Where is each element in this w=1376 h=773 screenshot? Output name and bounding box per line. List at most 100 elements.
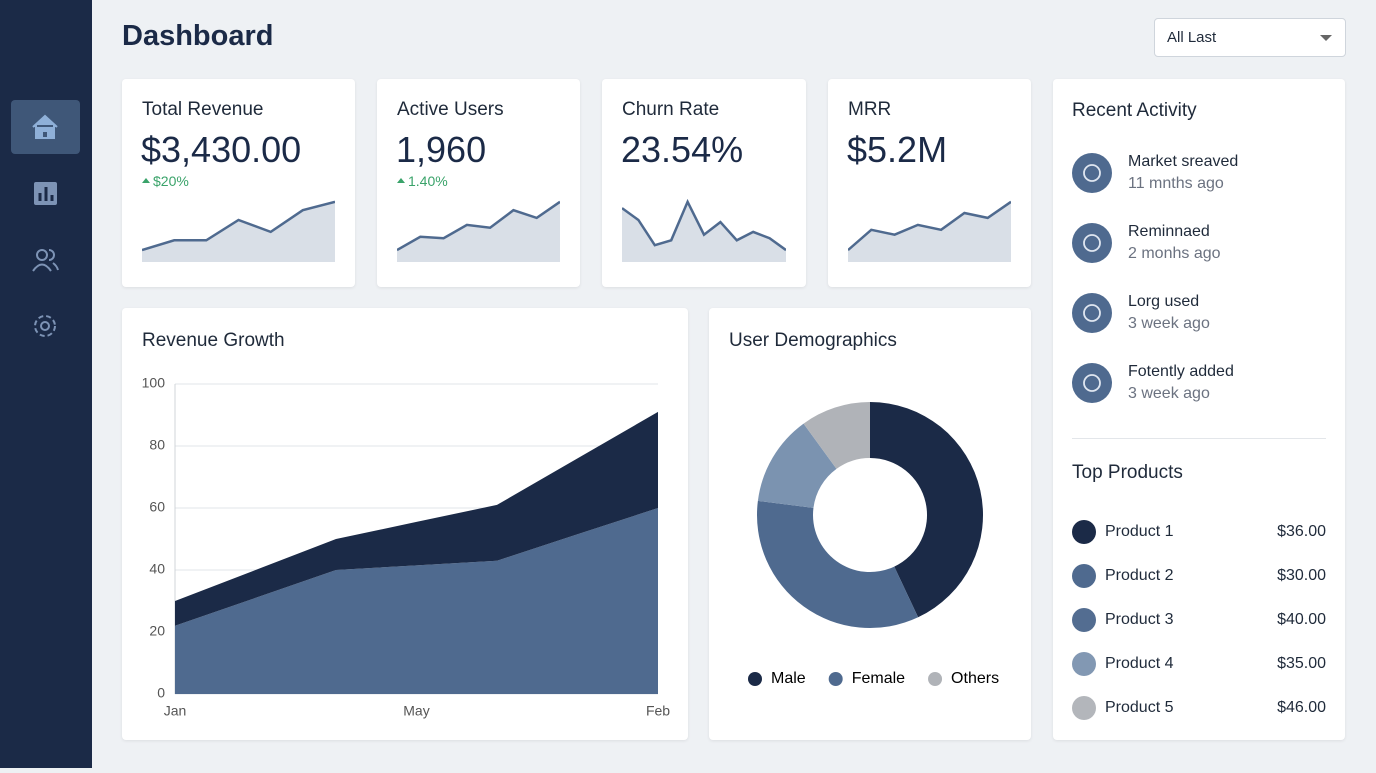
y-tick-label: 40 <box>149 561 165 577</box>
chart-title: User Demographics <box>729 330 897 351</box>
demographics-card: User Demographics Male Female Others <box>709 308 1031 740</box>
kpi-card: MRR $5.2M <box>828 79 1031 287</box>
icon-glyph <box>1083 234 1101 252</box>
sparkline-line <box>397 200 560 252</box>
activity-time: 11 mnths ago <box>1128 175 1224 192</box>
activity-icon <box>1072 363 1112 403</box>
product-dot <box>1072 564 1096 588</box>
icon-circle <box>1072 293 1112 333</box>
sparkline <box>622 198 786 262</box>
product-price: $40.00 <box>1277 611 1326 628</box>
kpi-value: 23.54% <box>621 129 744 170</box>
kpi-card: Total Revenue $3,430.00 $20% <box>122 79 355 287</box>
icon-circle <box>1072 153 1112 193</box>
activity-icon <box>1072 293 1112 333</box>
donut-slice <box>756 500 919 629</box>
product-name: Product 3 <box>1105 611 1174 628</box>
y-tick-label: 20 <box>149 623 165 639</box>
revenue-card: Revenue Growth 0 20 40 60 80 100 Jan May Feb <box>122 308 688 740</box>
sparkline <box>848 200 1011 262</box>
activity-time: 2 monhs ago <box>1128 245 1221 262</box>
page-title: Dashboard <box>122 20 274 52</box>
donut-slice <box>870 402 984 618</box>
settings-icon[interactable] <box>34 315 56 337</box>
sparkline-line <box>622 198 786 252</box>
kpi-value: $5.2M <box>847 129 948 170</box>
legend-marker <box>928 672 943 686</box>
sparkline-line <box>142 200 335 252</box>
kpi-title: Total Revenue <box>142 99 264 120</box>
y-tick-label: 0 <box>157 685 165 701</box>
y-tick-label: 60 <box>149 499 165 515</box>
chart-icon-bars <box>38 187 54 201</box>
product-name: Product 2 <box>1105 567 1174 584</box>
kpi-card: Churn Rate 23.54% <box>602 79 806 287</box>
icon-glyph <box>1083 374 1101 392</box>
kpi-title: Churn Rate <box>622 99 720 120</box>
divider <box>1072 438 1326 439</box>
donut-slice <box>757 423 837 508</box>
area <box>175 508 658 694</box>
product-price: $35.00 <box>1277 655 1326 672</box>
activity-time: 3 week ago <box>1128 315 1210 332</box>
users-icon[interactable] <box>32 249 59 272</box>
sparkline-area <box>142 201 335 262</box>
sparkline-area <box>622 201 786 262</box>
product-dot <box>1072 520 1096 544</box>
kpi-change: $20% <box>153 173 189 189</box>
kpi-card: Active Users 1,960 1.40% <box>377 79 580 287</box>
icon-circle <box>1072 223 1112 263</box>
up-arrow <box>397 178 405 183</box>
caret <box>1320 35 1332 41</box>
product-name: Product 1 <box>1105 523 1174 540</box>
home-icon[interactable] <box>32 114 58 139</box>
dropdown-label: All Last <box>1167 29 1217 46</box>
donut-slice <box>803 402 870 469</box>
activity-title: Fotently added <box>1128 363 1234 380</box>
kpi-value: $3,430.00 <box>141 129 302 170</box>
icon-glyph <box>1083 164 1101 182</box>
y-tick-label: 80 <box>149 437 165 453</box>
y-tick-label: 100 <box>142 375 166 391</box>
icon-glyph <box>1083 304 1101 322</box>
activity-title: Reminnaed <box>1128 223 1210 240</box>
x-tick-label: Jan <box>164 703 187 719</box>
activity-icon <box>1072 153 1112 193</box>
sparkline-area <box>397 201 560 262</box>
legend-marker <box>748 672 762 686</box>
kpi-title: Active Users <box>397 99 504 120</box>
legend-marker <box>828 672 843 686</box>
sparkline <box>397 200 560 262</box>
section-title: Recent Activity <box>1072 100 1197 121</box>
section-title: Top Products <box>1072 462 1183 483</box>
legend-label: Others <box>951 670 999 687</box>
sparkline-line <box>848 200 1011 252</box>
dropdown[interactable]: All Last <box>1154 18 1346 57</box>
kpi-change: 1.40% <box>408 173 448 189</box>
icon-circle <box>1072 363 1112 403</box>
product-name: Product 5 <box>1105 699 1174 716</box>
sidebar <box>0 0 92 768</box>
area <box>175 411 658 626</box>
product-name: Product 4 <box>1105 655 1174 672</box>
activity-title: Market sreaved <box>1128 153 1239 170</box>
activity-card: Recent Activity Market sreaved 11 mnths ag… <box>1053 79 1345 740</box>
product-price: $30.00 <box>1277 567 1326 584</box>
sparkline-area <box>848 201 1011 262</box>
product-price: $46.00 <box>1277 699 1326 716</box>
product-dot <box>1072 696 1096 720</box>
kpi-value: 1,960 <box>396 129 487 170</box>
product-price: $36.00 <box>1277 523 1326 540</box>
x-tick-label: Feb <box>646 703 670 719</box>
product-dot <box>1072 652 1096 676</box>
activity-title: Lorg used <box>1128 293 1200 310</box>
product-dot <box>1072 608 1096 632</box>
activity-time: 3 week ago <box>1128 385 1210 402</box>
sparkline <box>142 200 335 262</box>
legend-label: Female <box>852 670 905 687</box>
kpi-title: MRR <box>848 99 892 120</box>
x-tick-label: May <box>403 703 429 719</box>
sidebar-icons <box>11 100 80 337</box>
legend-label: Male <box>771 670 806 687</box>
